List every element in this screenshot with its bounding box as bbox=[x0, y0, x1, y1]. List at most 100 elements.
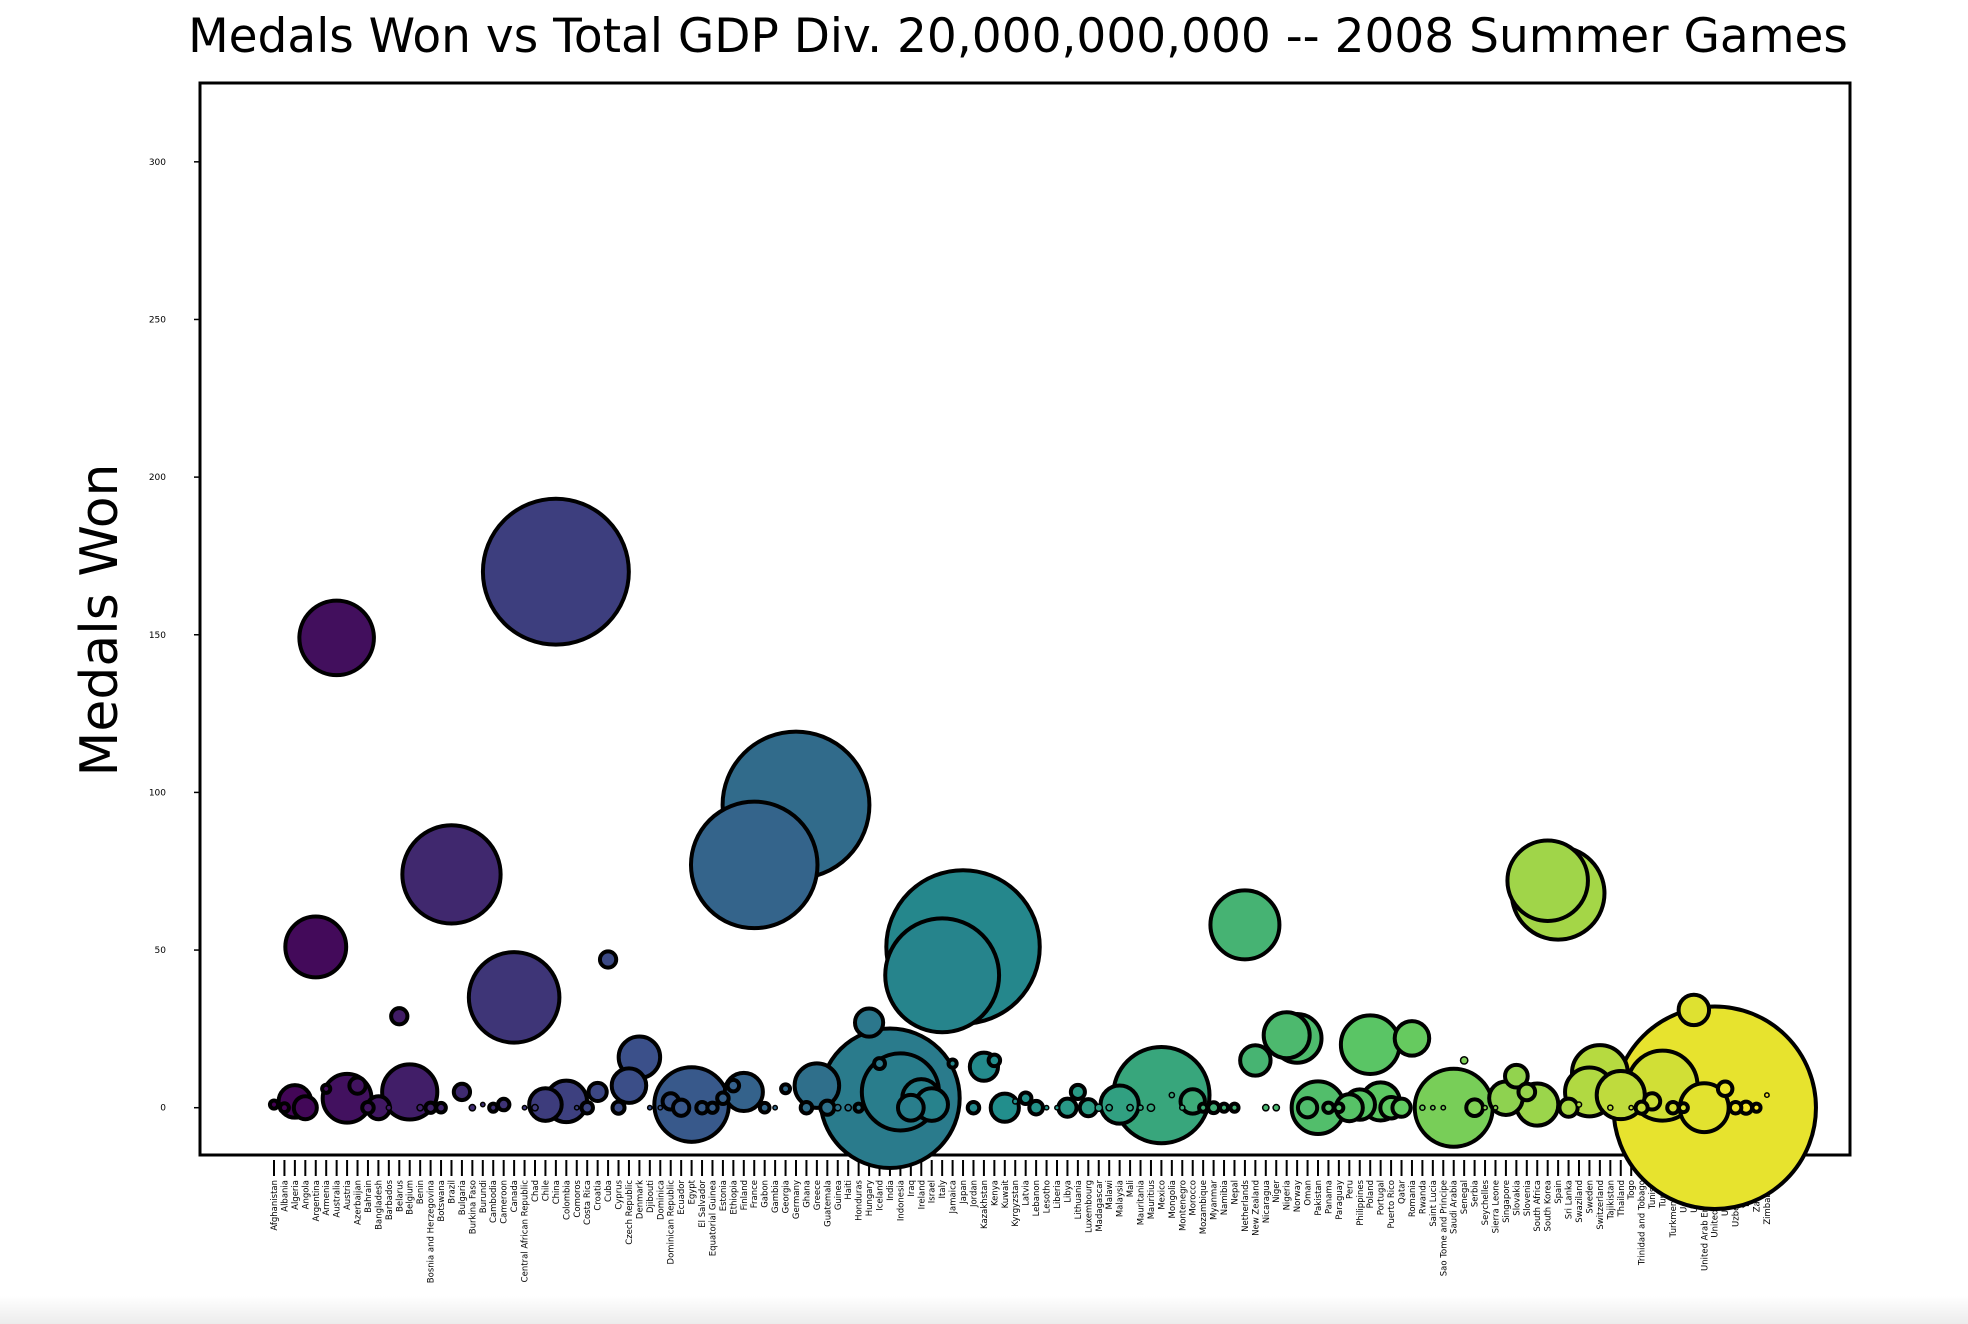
x-tick-label: Myanmar bbox=[1210, 1180, 1220, 1220]
x-tick-label: Mongolia bbox=[1168, 1180, 1178, 1218]
x-tick-label: Jamaica bbox=[949, 1180, 959, 1214]
x-tick-label: Portugal bbox=[1377, 1180, 1387, 1215]
x-tick-label: Norway bbox=[1293, 1180, 1303, 1212]
data-point bbox=[1676, 992, 1712, 1028]
data-point bbox=[423, 1100, 438, 1115]
data-point bbox=[798, 1099, 815, 1116]
x-tick-label: Israel bbox=[928, 1180, 938, 1203]
data-point bbox=[1197, 1101, 1210, 1114]
x-tick-label: Ethiopia bbox=[729, 1180, 739, 1215]
x-tick-label: Germany bbox=[792, 1180, 802, 1219]
y-tick-label: 150 bbox=[149, 631, 166, 641]
data-point bbox=[715, 1090, 731, 1106]
x-tick-label: Czech Republic bbox=[625, 1180, 635, 1245]
x-tick-label: United Arab Emirates bbox=[1700, 1179, 1710, 1271]
x-tick-label: Tunisia bbox=[1648, 1180, 1658, 1210]
x-tick-label: Togo bbox=[1627, 1180, 1637, 1201]
x-tick-label: Philippines bbox=[1356, 1179, 1366, 1225]
x-tick-label: Armenia bbox=[322, 1180, 332, 1216]
x-tick-label: Mauritania bbox=[1137, 1180, 1147, 1225]
data-point bbox=[965, 1099, 982, 1116]
x-tick-label: Dominican Republic bbox=[667, 1180, 677, 1265]
data-point bbox=[1054, 1104, 1060, 1111]
data-point bbox=[1763, 1092, 1770, 1099]
x-tick-label: Belarus bbox=[395, 1179, 405, 1212]
data-point bbox=[521, 1104, 528, 1111]
x-axis-ticks: Afghanistan Albania Algeria Angola Argentina… bbox=[270, 1160, 1773, 1283]
x-tick-label: Tajikistan bbox=[1606, 1180, 1616, 1220]
x-tick-label: Benin bbox=[416, 1180, 426, 1204]
x-tick-label: Costa Rica bbox=[583, 1180, 593, 1225]
data-point bbox=[988, 1091, 1021, 1124]
x-tick-label: Egypt bbox=[688, 1179, 698, 1204]
data-point bbox=[586, 1080, 609, 1104]
x-tick-label: Cambodia bbox=[489, 1180, 499, 1223]
x-tick-label: Ireland bbox=[917, 1180, 927, 1209]
data-point bbox=[1440, 1104, 1447, 1111]
data-point bbox=[1429, 1104, 1436, 1111]
x-tick-label: Malawi bbox=[1105, 1180, 1115, 1209]
x-tick-label: Barbados bbox=[385, 1179, 395, 1220]
x-tick-label: Iceland bbox=[876, 1180, 886, 1211]
x-tick-label: Bangladesh bbox=[374, 1180, 384, 1230]
x-tick-label: Niger bbox=[1272, 1179, 1282, 1202]
plot-area-frame bbox=[198, 81, 1852, 1157]
x-tick-label: Libya bbox=[1063, 1180, 1073, 1203]
data-point bbox=[1557, 1096, 1580, 1119]
data-point bbox=[852, 1006, 886, 1039]
x-tick-label: Indonesia bbox=[896, 1180, 906, 1221]
data-point bbox=[1105, 1103, 1114, 1112]
x-tick-label: Luxembourg bbox=[1084, 1180, 1094, 1233]
x-tick-label: Mali bbox=[1126, 1180, 1136, 1197]
x-tick-label: Kenya bbox=[990, 1180, 1000, 1206]
x-tick-label: Nepal bbox=[1230, 1180, 1240, 1205]
y-tick-label: 250 bbox=[149, 315, 166, 325]
x-tick-label: Greece bbox=[813, 1180, 823, 1210]
data-point bbox=[480, 496, 631, 647]
x-tick-label: Brazil bbox=[447, 1180, 457, 1204]
data-point bbox=[1206, 1100, 1222, 1116]
x-tick-label: Namibia bbox=[1220, 1180, 1230, 1215]
x-tick-label: Burkina Faso bbox=[468, 1180, 478, 1234]
x-tick-label: Lesotho bbox=[1043, 1180, 1053, 1213]
data-point bbox=[792, 1061, 842, 1110]
x-tick-label: Bahrain bbox=[364, 1180, 374, 1213]
x-tick-label: Zimbabwe bbox=[1763, 1180, 1773, 1225]
x-tick-label: Nicaragua bbox=[1262, 1180, 1272, 1223]
x-tick-label: Swaziland bbox=[1575, 1180, 1585, 1223]
x-tick-label: Poland bbox=[1366, 1180, 1376, 1208]
data-point bbox=[416, 1103, 425, 1112]
data-point bbox=[1516, 1081, 1538, 1103]
data-point bbox=[609, 1066, 649, 1105]
x-tick-label: Afghanistan bbox=[270, 1180, 280, 1231]
x-tick-label: El Salvador bbox=[698, 1179, 708, 1227]
data-point bbox=[434, 1100, 448, 1115]
data-points bbox=[267, 496, 1818, 1211]
x-tick-label: Albania bbox=[280, 1180, 290, 1212]
x-tick-label: Gabon bbox=[761, 1180, 771, 1208]
x-tick-label: Spain bbox=[1554, 1180, 1564, 1204]
data-point bbox=[1295, 1096, 1320, 1120]
data-point bbox=[1482, 1104, 1488, 1111]
x-tick-label: South Africa bbox=[1533, 1180, 1543, 1232]
x-tick-label: Singapore bbox=[1502, 1180, 1512, 1223]
x-tick-label: Seychelles bbox=[1481, 1179, 1491, 1225]
y-tick-label: 200 bbox=[149, 473, 166, 483]
x-tick-label: Panama bbox=[1324, 1180, 1334, 1214]
data-point bbox=[1011, 1098, 1019, 1105]
y-tick-label: 300 bbox=[149, 158, 166, 168]
data-point bbox=[610, 1099, 627, 1116]
x-tick-label: Cameroon bbox=[500, 1180, 510, 1224]
x-tick-label: Sao Tome and Principe bbox=[1439, 1180, 1449, 1276]
data-point bbox=[1492, 1104, 1499, 1111]
bottom-edge bbox=[0, 1296, 1968, 1324]
x-tick-label: Honduras bbox=[855, 1179, 865, 1220]
x-tick-label: Italy bbox=[938, 1180, 948, 1198]
x-tick-label: Ecuador bbox=[677, 1179, 687, 1214]
data-point bbox=[1392, 1019, 1432, 1058]
data-point bbox=[1628, 1104, 1635, 1111]
y-tick-label: 0 bbox=[160, 1104, 166, 1114]
x-tick-label: Bulgaria bbox=[458, 1180, 468, 1215]
data-point bbox=[297, 598, 376, 678]
x-tick-label: Denmark bbox=[635, 1180, 645, 1219]
